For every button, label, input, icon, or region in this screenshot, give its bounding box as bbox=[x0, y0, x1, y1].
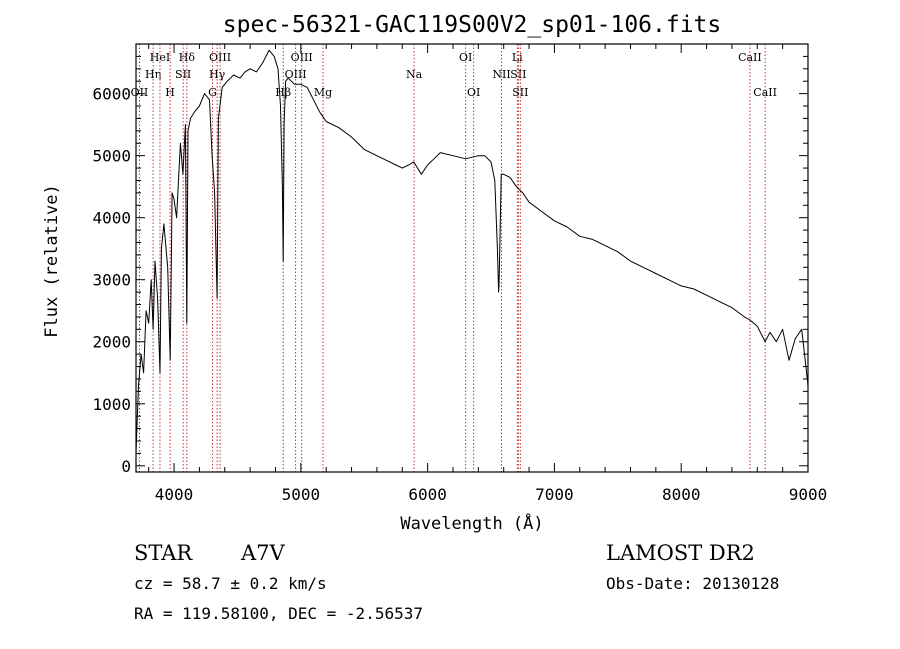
y-tick-label: 1000 bbox=[92, 395, 131, 414]
y-axis-ticks: 0 1000 2000 3000 4000 5000 6000 bbox=[92, 55, 808, 476]
marker-label: NII bbox=[492, 68, 510, 81]
marker-label: OIII bbox=[285, 68, 307, 81]
x-axis-ticks: 4000 5000 6000 7000 8000 9000 bbox=[148, 44, 828, 504]
x-axis-label: Wavelength (Å) bbox=[400, 512, 543, 534]
plot-frame bbox=[135, 43, 809, 473]
marker-label: Hβ bbox=[275, 86, 291, 99]
subclass: A7V bbox=[240, 541, 286, 565]
x-tick-label: 6000 bbox=[408, 485, 447, 504]
spectrum-line bbox=[135, 49, 809, 454]
x-tick-label: 4000 bbox=[155, 485, 194, 504]
marker-label: G bbox=[208, 86, 217, 99]
marker-label: SII bbox=[175, 68, 191, 81]
y-tick-label: 6000 bbox=[92, 85, 131, 104]
object-class: STAR bbox=[134, 541, 193, 565]
survey-name: LAMOST DR2 bbox=[606, 541, 755, 565]
marker-label: HeI bbox=[150, 51, 170, 64]
marker-label: Na bbox=[406, 68, 423, 81]
x-tick-label: 8000 bbox=[662, 485, 701, 504]
x-tick-label: 7000 bbox=[535, 485, 574, 504]
spectrum-series bbox=[135, 49, 809, 454]
marker-label: OI bbox=[459, 51, 472, 64]
marker-label: H bbox=[165, 86, 175, 99]
y-tick-label: 3000 bbox=[92, 271, 131, 290]
marker-label: OII bbox=[131, 86, 149, 99]
marker-label: Hδ bbox=[179, 51, 196, 64]
y-tick-label: 0 bbox=[121, 457, 131, 476]
marker-label: OI bbox=[467, 86, 480, 99]
marker-label: Hγ bbox=[209, 68, 226, 81]
marker-label: CaII bbox=[753, 86, 777, 99]
y-tick-label: 4000 bbox=[92, 209, 131, 228]
marker-label: OIII bbox=[209, 51, 231, 64]
x-tick-label: 9000 bbox=[789, 485, 828, 504]
coordinates: RA = 119.58100, DEC = -2.56537 bbox=[134, 604, 423, 623]
line-markers: OIIHηHeIHSIIHδGHγOIIIHβOIIIOIIIMgNaOIOIN… bbox=[131, 44, 777, 472]
observation-date: Obs-Date: 20130128 bbox=[606, 574, 779, 593]
marker-label: Mg bbox=[314, 86, 332, 99]
marker-label: SII bbox=[510, 68, 526, 81]
y-tick-label: 2000 bbox=[92, 333, 131, 352]
marker-label: OIII bbox=[291, 51, 313, 64]
chart-title: spec-56321-GAC119S00V2_sp01-106.fits bbox=[223, 12, 722, 38]
marker-label: Li bbox=[512, 51, 523, 64]
y-tick-label: 5000 bbox=[92, 147, 131, 166]
marker-label: Hη bbox=[145, 68, 161, 81]
y-axis-label: Flux (relative) bbox=[42, 184, 62, 338]
redshift-value: cz = 58.7 ± 0.2 km/s bbox=[134, 574, 327, 593]
x-tick-label: 5000 bbox=[282, 485, 321, 504]
marker-label: CaII bbox=[738, 51, 762, 64]
marker-label: SII bbox=[512, 86, 528, 99]
